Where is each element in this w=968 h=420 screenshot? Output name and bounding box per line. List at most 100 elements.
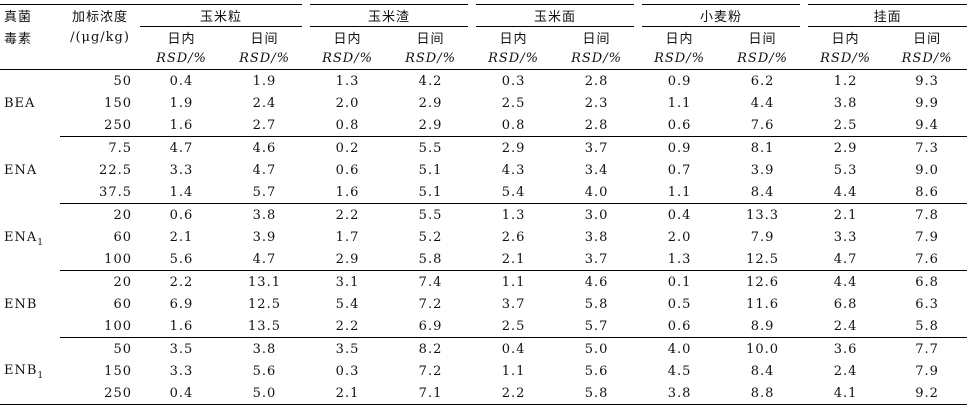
intra-label: 日内 <box>831 32 860 47</box>
inter-day-rsd-cell: 5.8 <box>915 318 939 334</box>
inter-day-rsd-cell: 3.0 <box>555 203 639 226</box>
inter-day-rsd-cell: 8.6 <box>915 184 939 200</box>
intra-day-rsd-cell: 1.1 <box>667 184 692 200</box>
conc-header-line2: /(μg/kg) <box>70 29 130 45</box>
matrix-header-4: 小麦粉 <box>634 4 805 27</box>
inter-day-rsd-cell: 5.2 <box>418 229 443 245</box>
intra-day-rsd-cell: 1.1 <box>472 270 556 293</box>
inter-day-rsd-cell: 5.8 <box>584 296 609 312</box>
inter-day-rsd-cell: 7.2 <box>418 363 443 379</box>
inter-day-rsd-cell: 11.6 <box>746 296 780 312</box>
intra-day-rsd-cell: 4.7 <box>833 251 858 267</box>
inter-day-rsd-cell: 13.3 <box>721 203 805 226</box>
intra-day-rsd-cell: 4.0 <box>638 337 722 360</box>
intra-day-rsd-cell: 4.1 <box>804 382 888 405</box>
intra-day-rsd-cell: 2.2 <box>306 203 390 226</box>
intra-day-rsd-cell: 3.3 <box>169 363 194 379</box>
inter-day-rsd-cell: 7.6 <box>750 117 775 133</box>
intra-day-rsd-cell: 2.2 <box>335 318 360 334</box>
table-row: 150 3.3 5.6 0.3 7.2 1.1 5.6 4.5 8.4 2.4 7.9 <box>0 360 967 382</box>
inter-day-rsd-cell: 1.9 <box>252 73 277 89</box>
inter-day-rsd-cell: 3.7 <box>584 251 609 267</box>
inter-day-rsd-cell: 4.4 <box>750 95 775 111</box>
conc-header: 加标浓度 <box>60 4 140 27</box>
inter-day-rsd-cell: 5.5 <box>389 203 473 226</box>
toxin-header: 真菌 <box>0 4 60 27</box>
inter-day-rsd-cell: 2.4 <box>252 95 277 111</box>
intra-day-rsd-cell: 2.9 <box>472 136 556 159</box>
inter-day-rsd-cell: 5.8 <box>555 382 639 405</box>
spike-concentration: 22.5 <box>99 162 132 178</box>
inter-day-rsd-cell: 7.7 <box>887 337 968 360</box>
toxin-name-text: ENA <box>4 162 38 178</box>
intra-day-rsd-cell: 2.5 <box>501 95 526 111</box>
matrix-header-1: 玉米粒 <box>140 4 307 27</box>
inter-day-rsd-cell: 6.8 <box>887 270 968 293</box>
inter-day-rsd-cell: 6.3 <box>915 296 939 312</box>
intra-day-rsd-cell: 0.4 <box>140 382 223 405</box>
intra-day-rsd-cell: 5.4 <box>335 296 360 312</box>
spike-concentration: 20 <box>60 203 140 226</box>
inter-day-rsd-cell: 8.2 <box>389 337 473 360</box>
intra-day-rsd-cell: 0.2 <box>306 136 390 159</box>
spike-concentration: 250 <box>60 382 140 405</box>
toxin-name-text: ENB <box>4 363 38 379</box>
inter-label: 日间 <box>416 32 445 47</box>
rsd-label: RSD/% <box>472 48 556 70</box>
inter-day-rsd-cell: 7.4 <box>389 270 473 293</box>
inter-day-rsd-cell: 2.7 <box>252 117 277 133</box>
intra-day-rsd-cell: 2.2 <box>472 382 556 405</box>
intra-day-rsd-cell: 2.9 <box>804 136 888 159</box>
inter-day-rsd-cell: 9.3 <box>915 73 939 89</box>
spike-concentration: 100 <box>104 318 132 334</box>
intra-day-rsd-cell: 1.7 <box>335 229 360 245</box>
inter-day-rsd-cell: 4.7 <box>252 162 277 178</box>
toxin-subscript: 1 <box>37 237 43 248</box>
inter-day-rsd-cell: 3.8 <box>584 229 609 245</box>
intra-day-rsd-cell: 6.8 <box>833 296 858 312</box>
rsd-label: RSD/% <box>638 48 722 70</box>
inter-day-rsd-cell: 4.6 <box>555 270 639 293</box>
inter-label: 日间 <box>250 32 279 47</box>
rsd-label: RSD/% <box>389 48 473 70</box>
intra-day-rsd-cell: 4.7 <box>140 136 223 159</box>
inter-day-rsd-cell: 8.8 <box>721 382 805 405</box>
intra-day-rsd-cell: 3.8 <box>638 382 722 405</box>
inter-day-rsd-cell: 5.1 <box>418 184 443 200</box>
inter-day-rsd-cell: 3.9 <box>252 229 277 245</box>
inter-day-rsd-cell: 5.7 <box>584 318 609 334</box>
toxin-name-text: ENA <box>4 229 38 245</box>
inter-day-rsd-cell: 3.9 <box>750 162 775 178</box>
matrix-header-2: 玉米渣 <box>302 4 473 27</box>
rsd-label: RSD/% <box>306 48 390 70</box>
intra-day-rsd-cell: 0.6 <box>335 162 360 178</box>
inter-day-rsd-cell: 2.8 <box>584 117 609 133</box>
inter-day-rsd-cell: 5.6 <box>584 363 609 379</box>
toxin-name-text: BEA <box>4 95 36 111</box>
inter-day-rsd-cell: 7.2 <box>418 296 443 312</box>
intra-day-rsd-cell: 0.1 <box>638 270 722 293</box>
inter-day-rsd-cell: 4.6 <box>223 136 307 159</box>
inter-day-rsd-cell: 9.4 <box>915 117 939 133</box>
intra-day-rsd-cell: 3.5 <box>306 337 390 360</box>
rsd-label: RSD/% <box>555 48 639 70</box>
spike-concentration: 37.5 <box>99 184 132 200</box>
intra-day-rsd-cell: 2.0 <box>335 95 360 111</box>
intra-day-rsd-cell: 3.3 <box>833 229 858 245</box>
intra-day-rsd-cell: 2.4 <box>833 363 858 379</box>
inter-day-rsd-cell: 12.6 <box>721 270 805 293</box>
intra-day-rsd-cell: 0.8 <box>501 117 526 133</box>
toxin-name-text: ENB <box>4 296 38 312</box>
inter-day-rsd-cell: 8.9 <box>750 318 775 334</box>
intra-day-rsd-cell: 1.3 <box>472 203 556 226</box>
table-header: 真菌 加标浓度 玉米粒 玉米渣 玉米面 小麦粉 挂面 毒素 /(μg/kg) 日… <box>0 4 968 70</box>
intra-day-rsd-cell: 4.5 <box>667 363 692 379</box>
intra-day-rsd-cell: 0.3 <box>335 363 360 379</box>
table-row: ENA 7.5 4.7 4.6 0.2 5.5 2.9 3.7 0.9 8.1 2.9 7.3 <box>0 136 968 178</box>
intra-day-rsd-cell: 2.2 <box>140 270 223 293</box>
inter-day-rsd-cell: 13.5 <box>248 318 281 334</box>
spike-concentration: 60 <box>113 229 132 245</box>
inter-day-rsd-cell: 2.9 <box>418 95 443 111</box>
intra-day-rsd-cell: 0.5 <box>667 296 692 312</box>
toxin-name: ENA <box>0 137 60 204</box>
